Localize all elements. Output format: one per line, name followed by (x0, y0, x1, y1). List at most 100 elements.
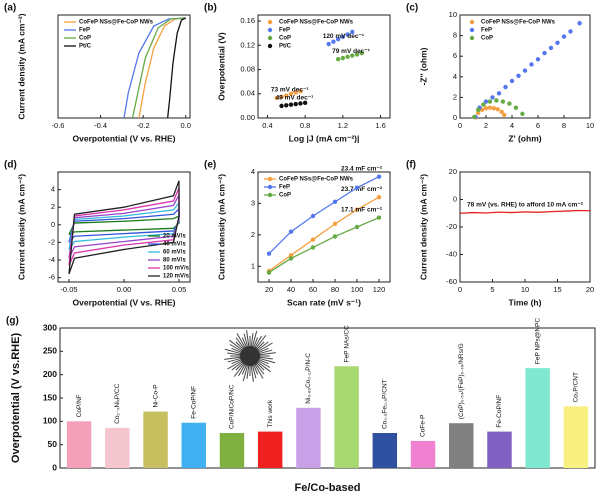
data-point (279, 103, 284, 109)
nanostructure-spike (246, 364, 250, 379)
legend-swatch (267, 192, 273, 198)
data-point (495, 107, 500, 112)
x-axis-label: Scan rate (mV s⁻¹) (287, 297, 361, 307)
legend-swatch (267, 27, 273, 33)
x-axis-label: Overpotential (V vs. RHE) (73, 297, 176, 307)
y-axis-label: Overpotential (V) (216, 32, 226, 101)
panel-label: (d) (4, 160, 17, 171)
y-tick-label: -6 (48, 273, 55, 282)
x-tick-label: 0 (458, 285, 462, 294)
data-point (561, 34, 567, 39)
legend-label: FeP (79, 28, 90, 34)
x-tick-label: -0.6 (52, 121, 65, 130)
legend-swatch (469, 35, 475, 41)
nanostructure-spike (227, 352, 242, 356)
series-annotation: 79 mV dec⁻¹ (332, 48, 370, 55)
bar (181, 422, 206, 468)
data-point (376, 194, 382, 200)
data-point (529, 62, 534, 67)
nanostructure-spike (257, 342, 273, 352)
data-point (376, 215, 382, 220)
data-point (354, 52, 360, 57)
y-tick-label: 0 (52, 462, 57, 472)
nanostructure-spike (224, 348, 242, 355)
data-point (288, 229, 294, 234)
nanostructure-spike (255, 362, 265, 375)
data-point (483, 99, 489, 104)
x-axis-label: Fe/Co-based (294, 482, 360, 494)
data-point (568, 29, 573, 34)
y-tick-label: 300 (43, 322, 57, 332)
data-point (487, 99, 493, 104)
nanostructure-spike (258, 356, 273, 360)
nanostructure-spike (251, 364, 257, 379)
series-annotation: 23.7 mF cm⁻² (341, 186, 383, 193)
x-tick-label: 80 (331, 285, 339, 294)
y-axis-label: -Z'' (ohm) (418, 47, 428, 85)
x-tick-label: 8 (562, 121, 566, 130)
y-tick-label: 2 (51, 202, 55, 211)
x-tick-label: 15 (553, 285, 561, 294)
y-tick-label: 4 (51, 185, 55, 194)
data-point (350, 53, 355, 58)
x-tick-label: 10 (586, 121, 594, 130)
plot-frame (257, 171, 391, 283)
nanostructure-spike (231, 361, 244, 371)
bar (296, 407, 321, 468)
y-tick-label: 200 (43, 369, 57, 379)
nanostructure-spike (241, 364, 248, 375)
legend-label: CoP (79, 36, 91, 42)
bar (525, 368, 550, 468)
legend-label: 20 mV/s (163, 234, 186, 240)
series-line (268, 176, 380, 255)
data-point (288, 253, 294, 258)
data-point (500, 99, 506, 104)
data-point (350, 29, 355, 35)
legend-label: CoP (279, 193, 291, 199)
bar-label: This work (267, 399, 274, 428)
nanostructure-spike (242, 364, 249, 382)
nanostructure-spike (256, 362, 265, 371)
legend-label: 60 mV/s (163, 250, 186, 256)
bar-label: CoP/NiCoP/NC (229, 384, 236, 429)
plot-frame (257, 14, 391, 119)
series-annotation: 23.4 mF cm⁻² (341, 165, 383, 172)
y-tick-label: 0.12 (240, 40, 255, 49)
legend-swatch (267, 184, 273, 190)
data-point (359, 50, 364, 56)
bar (105, 427, 130, 468)
data-point (288, 91, 294, 96)
series-line (268, 216, 380, 274)
data-point (335, 57, 341, 62)
nanostructure-spike (233, 362, 245, 377)
nanostructure-spike (254, 363, 264, 379)
series-line (131, 17, 186, 119)
panel-label: (b) (204, 3, 217, 14)
legend-swatch (267, 43, 273, 49)
x-tick-label: 1.6 (375, 121, 385, 130)
bar (487, 431, 512, 468)
x-axis-label: Z' (ohm) (508, 133, 541, 143)
legend-label: 80 mV/s (163, 258, 186, 264)
bar-label: CoP/NF (76, 394, 83, 417)
x-tick-label: 100 (351, 285, 364, 294)
data-point (279, 94, 284, 99)
bar-label: Ni-Co-P (152, 384, 159, 407)
bar (257, 431, 283, 468)
x-tick-label: -0.2 (137, 121, 150, 130)
data-point (293, 90, 298, 95)
legend-label: CoFeP NSs@Fe-CoP NWs (279, 177, 354, 183)
y-tick-label: 10 (449, 10, 457, 19)
series-annotation: 17.1 mF cm⁻² (341, 206, 383, 213)
series-annotation: 120 mV dec⁻¹ (323, 33, 364, 40)
y-tick-label: -20 (446, 222, 457, 231)
legend-label: CoFeP NSs@Fe-CoP NWs (279, 20, 354, 26)
nanostructure-spike (258, 349, 273, 355)
legend-swatch (469, 27, 475, 33)
data-point (522, 68, 528, 73)
series-annotation: 49 mV dec⁻¹ (276, 95, 314, 102)
x-tick-label: 20 (586, 285, 594, 294)
y-tick-label: 100 (43, 416, 57, 426)
nanostructure-spike (236, 333, 246, 349)
bar-label: Fe-CoP/NF (190, 386, 197, 419)
